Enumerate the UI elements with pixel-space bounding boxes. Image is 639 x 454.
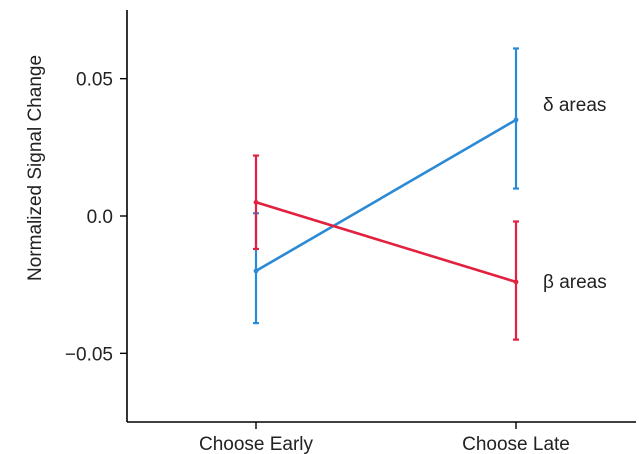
y-tick-label: 0.05 [76,70,113,91]
series-line [255,201,517,284]
series-group: δ areas β areas [253,47,607,341]
series-delta: δ areas [253,47,606,325]
series-label: δ areas [543,95,606,116]
x-ticks: Choose Early Choose Late [199,422,570,454]
y-ticks: 0.05 0.0 −0.05 [65,70,127,365]
y-tick-label: 0.0 [87,207,113,228]
data-point [513,279,519,285]
x-tick-label: Choose Late [462,434,570,454]
series-beta: β areas [253,154,607,341]
x-tick-label: Choose Early [199,434,314,454]
chart-axes [126,10,636,423]
series-line [255,118,517,273]
data-point [253,268,259,274]
y-axis-title: Normalized Signal Change [25,55,46,281]
data-point [513,117,519,123]
series-label: β areas [543,272,607,293]
data-point [253,199,259,205]
y-tick-label: −0.05 [65,344,113,365]
